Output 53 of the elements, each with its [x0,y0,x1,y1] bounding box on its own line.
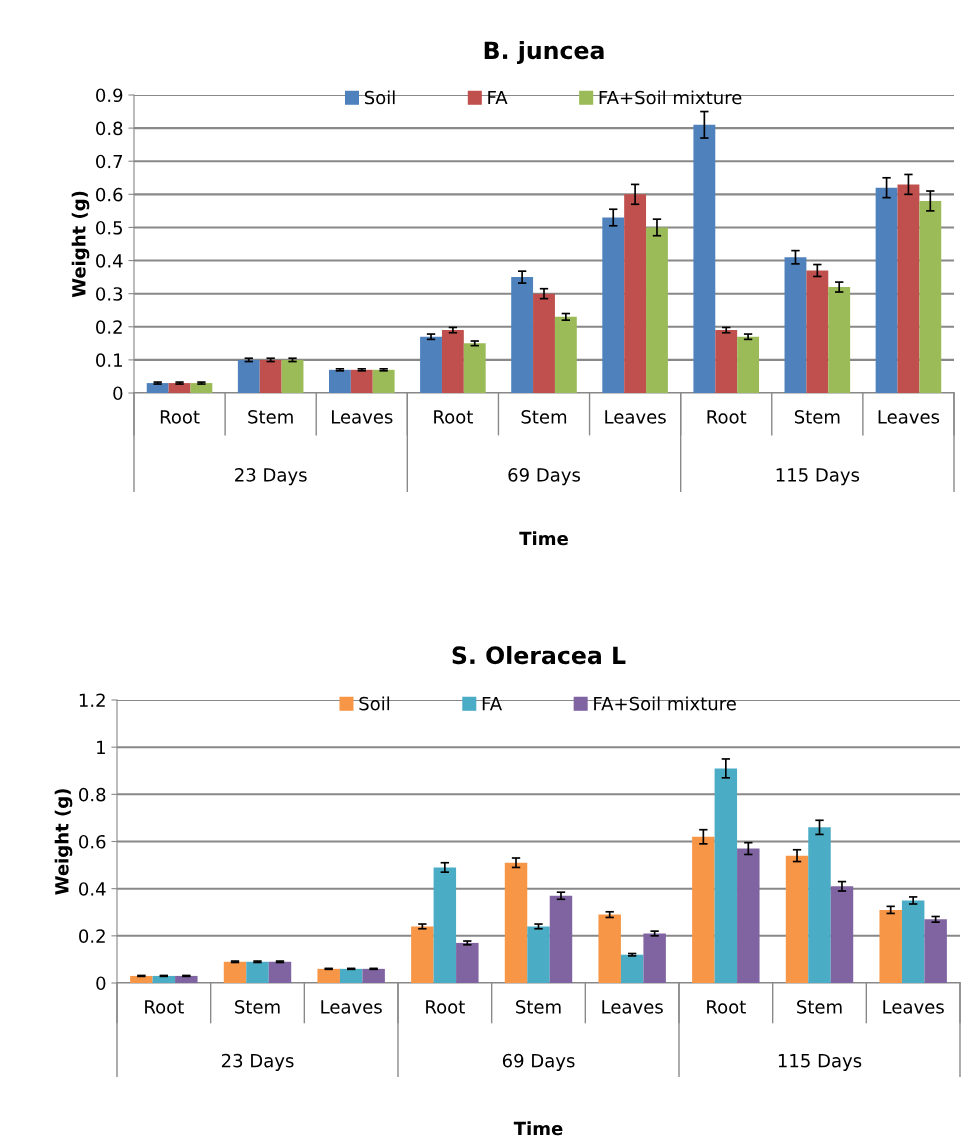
x-tick-label: Stem [248,409,293,424]
y-tick-label: 0.8 [96,121,123,136]
x-axis-title: Time [513,1121,563,1136]
x-axis-title: Time [519,531,568,546]
x-tick-label: Leaves [331,410,393,424]
x-tick-label: Stem [235,999,280,1014]
chart-title: S. Oleracea L [452,645,626,665]
y-tick-label: 0 [113,386,123,401]
x-tick-label: Leaves [878,410,940,424]
x-tick-label: Leaves [321,1000,382,1014]
y-tick-label: 0.4 [79,882,106,896]
y-tick-label: 0.7 [96,154,123,169]
legend-label: FA+Soil mixture [599,90,742,105]
x-tick-label: Stem [797,999,842,1014]
y-tick-label: 0.4 [96,254,123,268]
text: 69 Days [502,1053,575,1071]
x-tick-label: Leaves [605,410,666,424]
y-tick-label: 0.5 [96,220,123,235]
y-tick-label: 1 [97,740,105,755]
y-tick-label: 0 [96,976,106,991]
y-tick-label: 1.2 [79,693,105,707]
y-tick-label: 0.8 [79,787,106,802]
text: 115 Days [778,1054,862,1071]
x-tick-label: Root [160,410,200,424]
x-tick-label: Leaves [602,1000,663,1014]
x-tick-label: Root [426,1000,465,1014]
legend-label: FA [488,90,508,105]
y-tick-label: 0.3 [96,287,123,301]
chart-title: B. juncea [484,40,604,64]
text: 23 Days [221,1053,294,1071]
x-tick-label: Stem [794,409,840,424]
text: 115 Days [776,468,860,486]
text: 23 Days [235,468,307,486]
x-tick-label: Root [145,1000,184,1014]
y-tick-label: 0.2 [96,320,122,334]
x-tick-label: Root [434,410,473,424]
y-axis-title: Weight (g) [54,789,73,895]
x-tick-label: Stem [516,999,561,1014]
y-axis-title: Weight (g) [71,191,90,298]
text: 69 Days [508,468,581,486]
x-tick-label: Root [707,410,747,424]
y-tick-label: 0.1 [96,353,122,368]
x-tick-label: Stem [521,409,567,424]
y-tick-label: 0.6 [96,187,123,202]
legend-label: Soil [359,696,390,711]
legend-label: Soil [364,90,395,105]
x-tick-label: Root [707,1000,746,1014]
y-tick-label: 0.6 [79,834,106,849]
legend-label: FA [482,697,502,711]
y-tick-label: 0.9 [96,88,123,103]
legend-label: FA+Soil mixture [594,696,736,711]
x-tick-label: Leaves [883,1000,944,1014]
y-tick-label: 0.2 [79,929,105,943]
